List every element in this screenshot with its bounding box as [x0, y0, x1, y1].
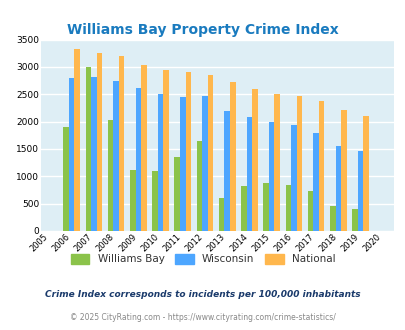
Bar	[252, 89, 257, 231]
Bar	[69, 78, 74, 231]
Bar	[91, 77, 96, 231]
Bar	[351, 209, 357, 231]
Bar	[174, 157, 179, 231]
Bar	[290, 125, 296, 231]
Text: Crime Index corresponds to incidents per 100,000 inhabitants: Crime Index corresponds to incidents per…	[45, 290, 360, 299]
Bar	[229, 82, 235, 231]
Bar	[108, 120, 113, 231]
Bar	[207, 75, 213, 231]
Bar	[246, 117, 252, 231]
Bar	[268, 122, 274, 231]
Bar	[74, 49, 80, 231]
Bar	[113, 81, 119, 231]
Bar	[263, 183, 268, 231]
Bar	[329, 206, 335, 231]
Legend: Williams Bay, Wisconsin, National: Williams Bay, Wisconsin, National	[67, 251, 338, 268]
Bar	[119, 56, 124, 231]
Bar	[202, 96, 207, 231]
Bar	[135, 88, 141, 231]
Bar	[158, 94, 163, 231]
Text: © 2025 CityRating.com - https://www.cityrating.com/crime-statistics/: © 2025 CityRating.com - https://www.city…	[70, 313, 335, 322]
Text: Williams Bay Property Crime Index: Williams Bay Property Crime Index	[67, 23, 338, 37]
Bar	[130, 170, 135, 231]
Bar	[274, 94, 279, 231]
Bar	[285, 185, 290, 231]
Bar	[163, 70, 168, 231]
Bar	[313, 133, 318, 231]
Bar	[179, 97, 185, 231]
Bar	[335, 146, 340, 231]
Bar	[224, 111, 229, 231]
Bar	[296, 96, 301, 231]
Bar	[218, 198, 224, 231]
Bar	[241, 186, 246, 231]
Bar	[307, 191, 313, 231]
Bar	[340, 110, 346, 231]
Bar	[185, 72, 191, 231]
Bar	[96, 53, 102, 231]
Bar	[318, 101, 324, 231]
Bar	[85, 68, 91, 231]
Bar	[63, 127, 69, 231]
Bar	[196, 141, 202, 231]
Bar	[152, 171, 158, 231]
Bar	[141, 65, 146, 231]
Bar	[357, 151, 362, 231]
Bar	[362, 115, 368, 231]
